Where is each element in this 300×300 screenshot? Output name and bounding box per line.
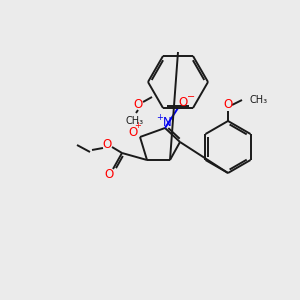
Text: +: + <box>157 112 164 122</box>
Text: O: O <box>224 98 232 112</box>
Text: N: N <box>163 116 171 128</box>
Text: O: O <box>104 169 114 182</box>
Text: CH₃: CH₃ <box>250 95 268 105</box>
Text: CH₃: CH₃ <box>126 116 144 126</box>
Text: +: + <box>135 121 141 130</box>
Text: −: − <box>187 92 195 102</box>
Text: O: O <box>134 98 142 112</box>
Text: O: O <box>102 139 112 152</box>
Text: O: O <box>178 97 188 110</box>
Text: O: O <box>128 125 138 139</box>
